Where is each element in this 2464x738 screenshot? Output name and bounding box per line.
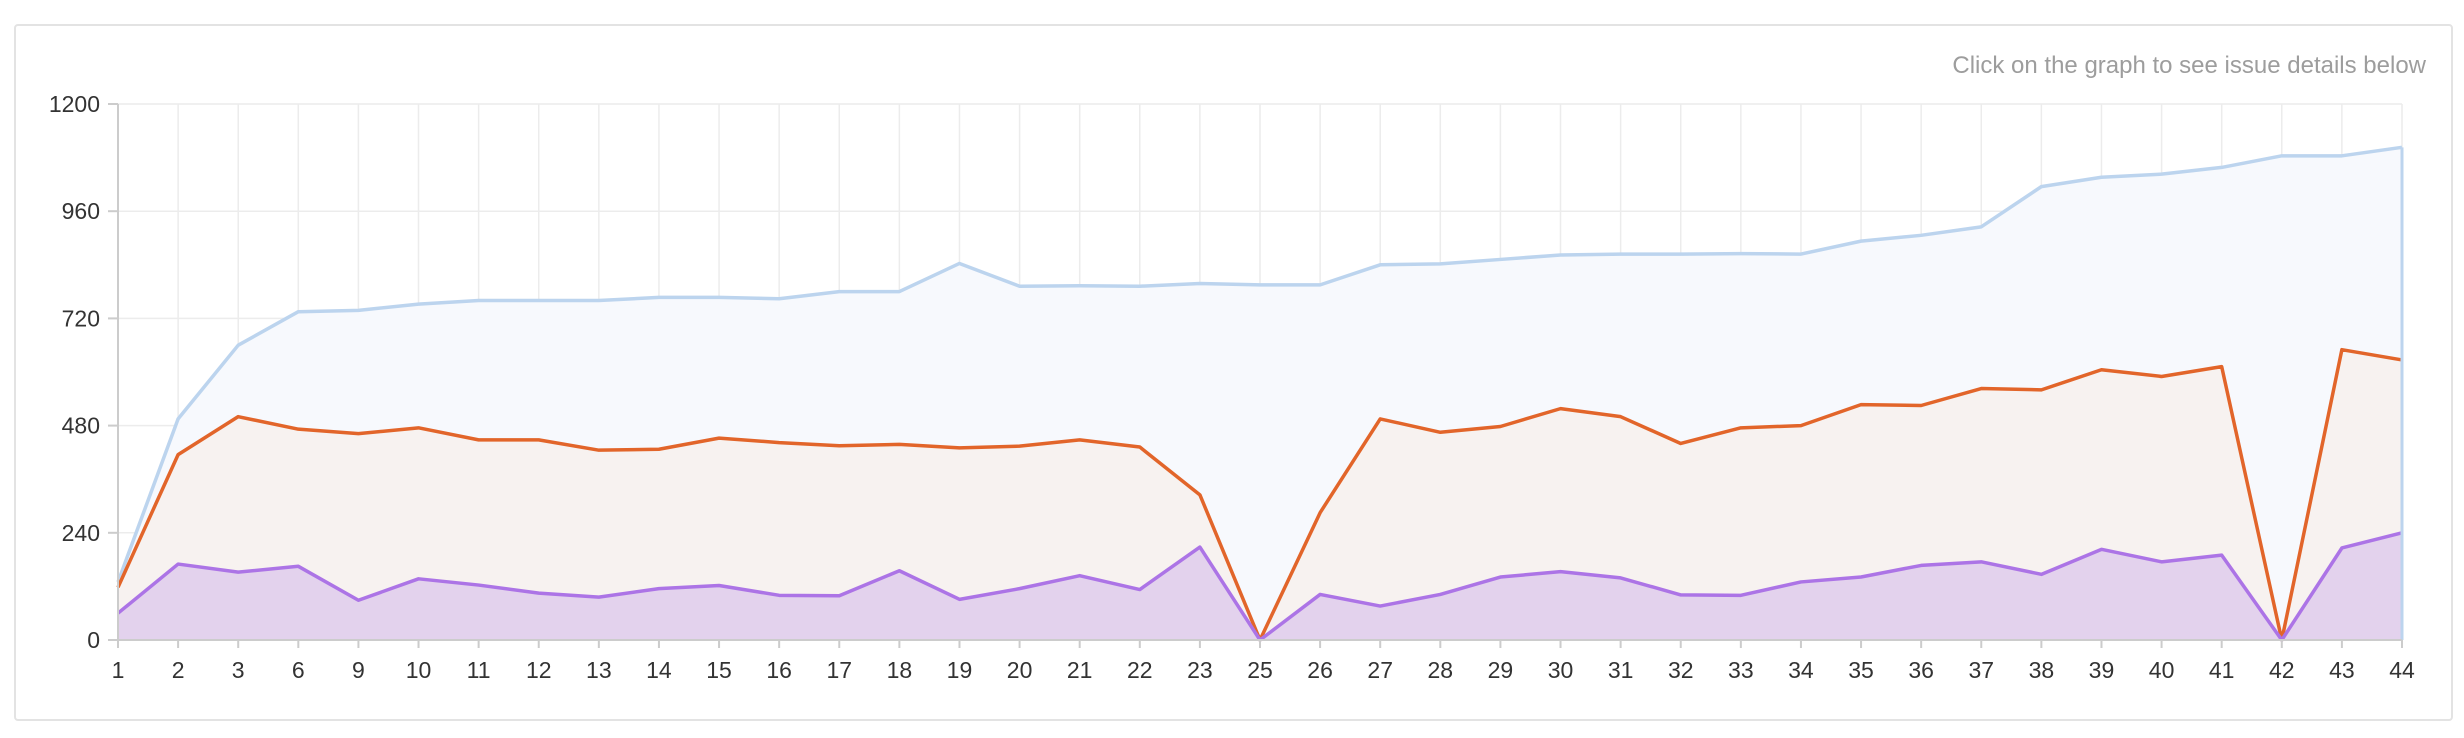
x-tick-label: 20 [1007, 657, 1033, 683]
x-tick-label: 44 [2389, 657, 2415, 683]
y-tick-label: 240 [62, 520, 100, 546]
x-tick-label: 10 [406, 657, 432, 683]
x-tick-label: 43 [2329, 657, 2355, 683]
x-tick-label: 15 [706, 657, 732, 683]
x-tick-label: 13 [586, 657, 612, 683]
x-tick-label: 6 [292, 657, 305, 683]
x-tick-label: 39 [2089, 657, 2115, 683]
x-tick-label: 36 [1908, 657, 1934, 683]
x-tick-label: 34 [1788, 657, 1814, 683]
x-tick-label: 17 [826, 657, 852, 683]
x-tick-label: 28 [1428, 657, 1454, 683]
x-tick-label: 22 [1127, 657, 1153, 683]
x-tick-label: 14 [646, 657, 672, 683]
x-tick-label: 21 [1067, 657, 1093, 683]
x-tick-label: 38 [2029, 657, 2055, 683]
y-tick-label: 720 [62, 305, 100, 331]
y-tick-label: 0 [87, 627, 100, 653]
x-tick-label: 19 [947, 657, 973, 683]
x-tick-label: 40 [2149, 657, 2175, 683]
chart-hint-text: Click on the graph to see issue details … [1952, 52, 2426, 79]
y-tick-label: 960 [62, 198, 100, 224]
x-tick-label: 33 [1728, 657, 1754, 683]
x-tick-label: 30 [1548, 657, 1574, 683]
blue-series-line[interactable] [116, 145, 2403, 583]
x-tick-label: 23 [1187, 657, 1213, 683]
x-tick-label: 32 [1668, 657, 1694, 683]
x-tick-label: 18 [887, 657, 913, 683]
x-tick-label: 37 [1968, 657, 1994, 683]
x-tick-label: 26 [1307, 657, 1333, 683]
orange-series-area[interactable] [118, 349, 2402, 640]
x-tick-label: 1 [112, 657, 125, 683]
purple-series-area[interactable] [118, 532, 2402, 640]
x-tick-label: 9 [352, 657, 365, 683]
x-tick-label: 12 [526, 657, 552, 683]
x-tick-label: 11 [467, 657, 491, 683]
y-tick-label: 480 [62, 413, 100, 439]
y-tick-label: 1200 [49, 91, 100, 117]
x-tick-label: 27 [1367, 657, 1393, 683]
x-tick-label: 16 [766, 657, 792, 683]
x-tick-label: 42 [2269, 657, 2295, 683]
x-tick-label: 3 [232, 657, 245, 683]
x-tick-label: 31 [1608, 657, 1634, 683]
x-tick-label: 25 [1247, 657, 1273, 683]
x-tick-label: 35 [1848, 657, 1874, 683]
area-layer[interactable] [118, 147, 2402, 640]
x-tick-label: 29 [1488, 657, 1514, 683]
x-tick-label: 41 [2209, 657, 2235, 683]
x-tick-label: 2 [172, 657, 185, 683]
